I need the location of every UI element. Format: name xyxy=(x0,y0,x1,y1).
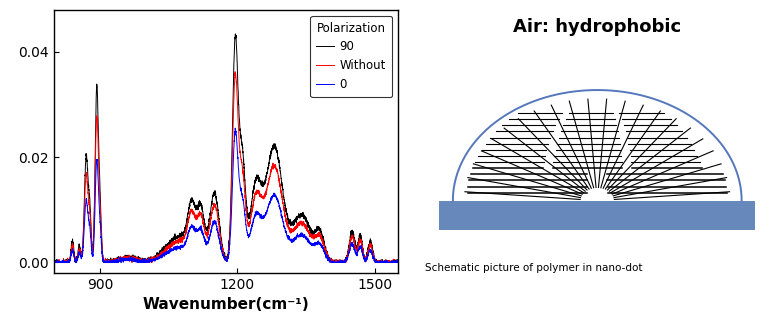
0 xyxy=(49,259,59,263)
Without xyxy=(386,261,396,265)
Line: 0: 0 xyxy=(54,128,398,263)
Without xyxy=(89,242,98,246)
Bar xyxy=(439,201,755,229)
Text: Schematic picture of polymer in nano-dot: Schematic picture of polymer in nano-dot xyxy=(425,263,643,273)
Without xyxy=(49,259,59,263)
Without xyxy=(49,261,59,265)
90 xyxy=(50,261,60,265)
90 xyxy=(182,225,191,229)
90 xyxy=(109,260,118,264)
0 xyxy=(89,249,98,253)
0 xyxy=(386,261,396,265)
Without xyxy=(393,260,403,264)
Without xyxy=(196,211,206,214)
90 xyxy=(386,259,396,263)
0 xyxy=(182,240,191,244)
Without xyxy=(349,242,359,246)
Without xyxy=(230,70,240,74)
90 xyxy=(89,240,98,244)
Without xyxy=(109,258,118,262)
90 xyxy=(349,237,359,241)
Without xyxy=(182,227,191,231)
0 xyxy=(49,261,59,265)
90 xyxy=(49,258,59,262)
90 xyxy=(230,32,240,36)
X-axis label: Wavenumber(cm⁻¹): Wavenumber(cm⁻¹) xyxy=(142,297,309,312)
0 xyxy=(109,259,118,263)
Legend: 90, Without, 0: 90, Without, 0 xyxy=(310,16,392,97)
0 xyxy=(349,246,359,250)
0 xyxy=(230,126,240,130)
Text: Air: hydrophobic: Air: hydrophobic xyxy=(513,18,681,36)
90 xyxy=(196,203,206,207)
Line: 90: 90 xyxy=(54,34,398,263)
Line: Without: Without xyxy=(54,72,398,263)
90 xyxy=(393,261,403,265)
0 xyxy=(196,227,206,230)
0 xyxy=(393,260,403,264)
